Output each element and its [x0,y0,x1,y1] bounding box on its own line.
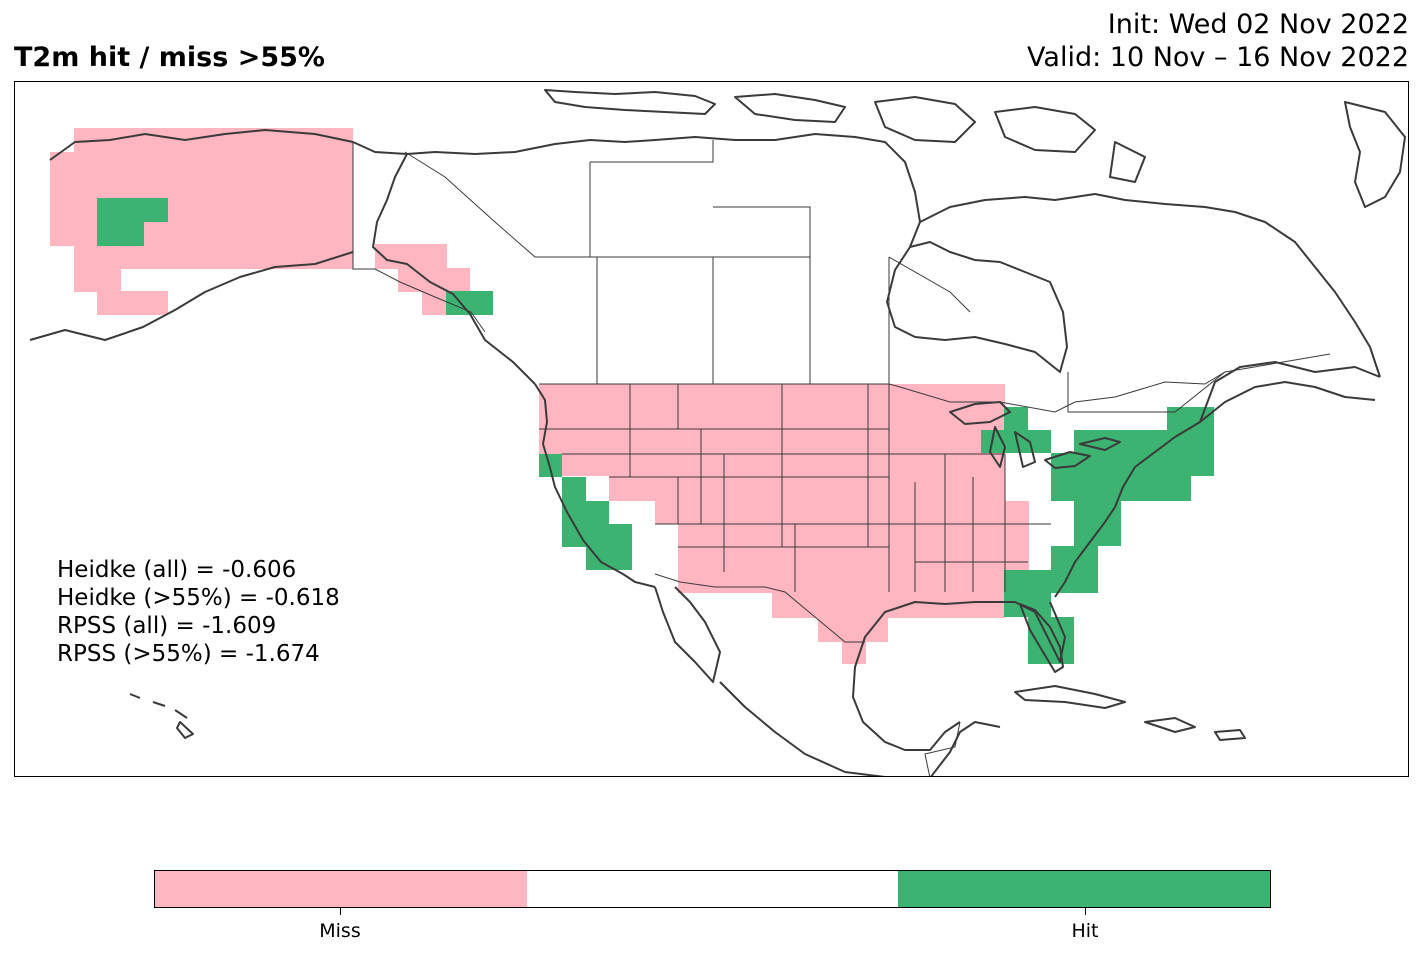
valid-range: Valid: 10 Nov – 16 Nov 2022 [1027,42,1409,73]
coastlines [29,89,1406,776]
date-info: Init: Wed 02 Nov 2022 Valid: 10 Nov – 16… [1027,8,1409,74]
arctic-islands [544,89,1406,208]
colorbar-tick-hit [1085,908,1086,915]
west-coast [534,383,721,683]
borders [352,140,1331,776]
miss-cell [772,592,1005,618]
great-lakes [949,401,1121,469]
heidke-all: Heidke (all) = -0.606 [57,557,297,583]
hit-cell [1028,617,1074,664]
colorbar-hit-segment [898,871,1271,907]
gulf-coast [852,601,1066,751]
florida [1019,603,1064,673]
colorbar-miss-segment [155,871,527,907]
rpss-55: RPSS (>55%) = -1.674 [57,641,320,667]
hit-cell [97,221,144,246]
heidke-55: Heidke (>55%) = -0.618 [57,585,340,611]
init-date: Init: Wed 02 Nov 2022 [1107,9,1409,40]
miss-cell [74,268,121,292]
us-mexico-border [654,573,865,643]
map-title: T2m hit / miss >55% [14,42,325,73]
map-area [14,81,1409,777]
miss-cell [609,476,1005,501]
hit-cell [539,454,562,477]
miss-cell [842,641,866,664]
alaska-canada-border [352,142,486,333]
colorbar-label-hit: Hit [1071,920,1099,942]
miss-cell [398,268,470,292]
east-coast [1054,361,1381,598]
hit-cells [97,198,1214,664]
miss-cell [50,152,75,246]
hit-cell [609,524,632,570]
hit-cell [1074,500,1121,546]
colorbar-tick-miss [340,908,341,915]
hudson-bay [886,241,1068,373]
canada-provinces [404,140,1331,413]
mexico-states [924,721,961,776]
mexico-coast [719,681,1001,776]
skill-scores: Heidke (all) = -0.606 Heidke (>55%) = -0… [57,556,340,668]
rpss-all: RPSS (all) = -1.609 [57,613,277,639]
miss-cell [562,453,1005,476]
miss-cell [375,244,447,269]
miss-cell [97,291,168,315]
caribbean-islands [1014,685,1246,741]
hit-cell [1004,570,1051,617]
colorbar-neutral-segment [526,871,899,907]
colorbar-label-miss: Miss [319,920,361,942]
miss-cell [655,501,1029,524]
hit-cell [1051,546,1098,570]
alaska-coast [29,129,536,385]
us-states [539,384,1051,592]
arctic-coast [406,133,1381,378]
colorbar [154,870,1271,908]
hawaii [129,693,194,739]
us-canada-border [539,371,1226,413]
hit-cell [562,477,586,547]
miss-cell [539,384,1005,454]
miss-cell [678,524,1029,593]
hit-cell [97,198,168,222]
